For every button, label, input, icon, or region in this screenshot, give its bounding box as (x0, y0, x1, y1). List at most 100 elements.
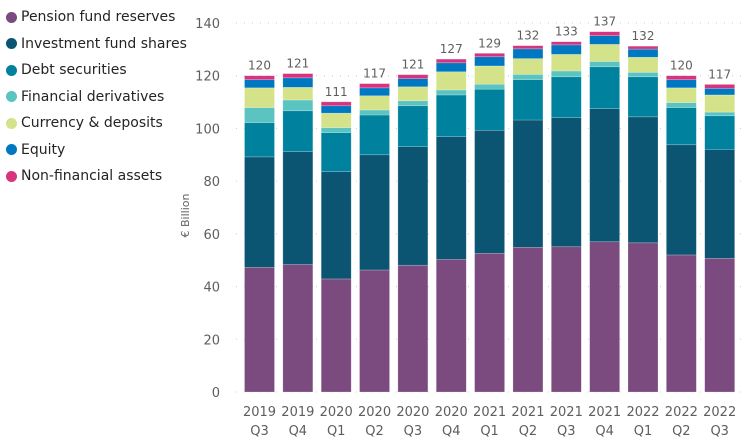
bar-segment (627, 71, 659, 78)
y-axis-label: € Billion (179, 193, 192, 237)
bar-segment (397, 105, 429, 147)
legend-item[interactable]: Financial derivatives (6, 84, 187, 111)
bar-segment (435, 259, 467, 393)
bar-segment (474, 88, 505, 131)
total-label: 120 (670, 59, 693, 73)
x-tick-label-year: 2021 (588, 405, 621, 420)
y-tick-label: 40 (203, 281, 220, 296)
x-tick-label-quarter: Q1 (327, 424, 346, 439)
bar-segment (666, 79, 697, 89)
bar-segment (397, 146, 429, 266)
bar-segment (244, 87, 275, 108)
legend-marker-icon (6, 170, 17, 182)
legend-label: Currency & deposits (21, 115, 163, 132)
bar-segment (704, 258, 736, 393)
x-tick-label-quarter: Q3 (557, 424, 576, 439)
bar-segment (282, 77, 314, 88)
bar-segment (666, 75, 697, 80)
legend-marker-icon (6, 144, 17, 156)
x-tick-label-quarter: Q4 (595, 424, 614, 439)
bar-segment (320, 105, 352, 114)
bar-segment (666, 254, 697, 393)
bar-segment (474, 56, 505, 67)
bar-segment (589, 241, 620, 393)
bar-segment (397, 100, 429, 107)
bar-segment (244, 107, 275, 123)
x-tick-label-quarter: Q2 (672, 424, 691, 439)
legend-item[interactable]: Currency & deposits (6, 110, 187, 137)
bar-segment (550, 54, 582, 72)
legend-label: Debt securities (21, 62, 127, 79)
bar-segment (704, 111, 736, 117)
y-tick-label: 0 (212, 386, 220, 401)
total-label: 111 (325, 85, 348, 99)
x-tick-label-quarter: Q4 (442, 424, 461, 439)
bar-segment (474, 65, 505, 85)
bar-segment (474, 129, 505, 254)
legend-item[interactable]: Equity (6, 137, 187, 164)
bar-segment (550, 117, 582, 248)
bar-segment (359, 154, 390, 271)
bar-segment (397, 74, 429, 79)
x-tick-label-year: 2022 (665, 405, 698, 420)
bar-segment (589, 35, 620, 45)
x-tick-label-year: 2020 (396, 405, 429, 420)
legend-item[interactable]: Debt securities (6, 57, 187, 84)
bar-segment (666, 107, 697, 146)
bar-segment (359, 114, 390, 156)
bar-segment (627, 45, 659, 50)
x-tick-label-quarter: Q3 (404, 424, 423, 439)
bar-segment (627, 48, 659, 58)
total-label: 117 (363, 67, 386, 81)
bar-segment (397, 264, 429, 393)
bar-segment (282, 110, 314, 152)
bar-segment (589, 61, 620, 68)
bar-segment (282, 151, 314, 265)
legend-marker-icon (6, 117, 17, 129)
bar-segment (435, 58, 467, 64)
x-tick-label-year: 2020 (358, 405, 391, 420)
bar-segment (512, 119, 544, 248)
x-tick-label-year: 2020 (320, 405, 353, 420)
x-tick-label-quarter: Q3 (710, 424, 729, 439)
bar-segment (512, 58, 544, 75)
legend-item[interactable]: Investment fund shares (6, 31, 187, 58)
x-tick-label-year: 2022 (703, 405, 736, 420)
bar-segment (397, 86, 429, 102)
y-tick-label: 120 (195, 70, 220, 85)
y-tick-label: 20 (203, 333, 220, 348)
bar-segment (589, 44, 620, 62)
legend-item[interactable]: Pension fund reserves (6, 4, 187, 31)
total-label: 137 (593, 15, 616, 29)
bar-segment (320, 101, 352, 107)
bar-segment (627, 56, 659, 73)
bar-segment (320, 112, 352, 128)
bar-segment (244, 267, 275, 393)
bar-segment (512, 79, 544, 121)
legend-item[interactable]: Non-financial assets (6, 163, 187, 190)
bar-segment (512, 45, 544, 50)
bar-segment (627, 76, 659, 118)
total-label: 121 (401, 58, 424, 72)
bar-segment (704, 115, 736, 150)
x-tick-label-year: 2021 (511, 405, 544, 420)
bar-segment (666, 87, 697, 103)
legend: Pension fund reserves Investment fund sha… (6, 4, 187, 190)
x-tick-label-quarter: Q4 (289, 424, 308, 439)
bar-segment (550, 44, 582, 55)
legend-label: Non-financial assets (21, 168, 163, 185)
bar-segment (244, 75, 275, 80)
bar-segment (435, 89, 467, 96)
bar-segment (589, 66, 620, 109)
bar-segment (550, 246, 582, 393)
total-label: 117 (708, 67, 731, 81)
x-tick-label-quarter: Q2 (365, 424, 384, 439)
bar-segment (512, 48, 544, 59)
bar-segment (474, 83, 505, 90)
bar-segment (589, 108, 620, 243)
bar-segment (589, 31, 620, 36)
bar-segment (550, 76, 582, 118)
bar-segment (359, 95, 390, 111)
bar-segment (474, 53, 505, 58)
